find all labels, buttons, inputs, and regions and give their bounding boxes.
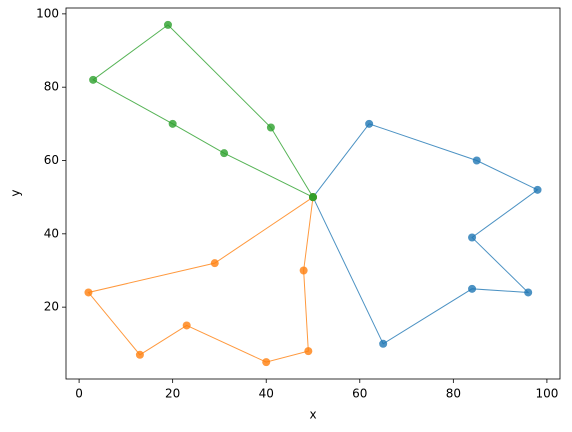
x-tick-label: 40 (259, 387, 274, 401)
point (266, 123, 275, 132)
point (472, 156, 481, 165)
point (210, 259, 219, 268)
point (379, 339, 388, 348)
point (468, 284, 477, 293)
point (84, 288, 93, 297)
point (299, 266, 308, 275)
y-tick-label: 80 (44, 80, 59, 94)
point (309, 193, 317, 202)
point (262, 358, 271, 367)
point (365, 119, 374, 128)
plot-frame (65, 7, 561, 380)
point (524, 288, 533, 297)
x-tick-label: 0 (75, 387, 83, 401)
point (89, 75, 98, 84)
point (220, 149, 229, 158)
x-tick-label: 100 (535, 387, 558, 401)
point (182, 321, 191, 330)
point (533, 185, 542, 194)
x-axis-label: x (309, 408, 316, 422)
point (468, 233, 477, 242)
y-tick-label: 20 (44, 300, 59, 314)
y-tick-label: 100 (36, 6, 59, 20)
point (304, 347, 313, 356)
series-line (92, 24, 314, 198)
series-line (87, 196, 314, 363)
y-axis-label: y (9, 189, 23, 196)
x-tick-label: 60 (352, 387, 367, 401)
x-tick-label: 80 (446, 387, 461, 401)
point (168, 119, 177, 128)
y-tick-label: 40 (44, 226, 59, 240)
y-tick-label: 60 (44, 153, 59, 167)
point (135, 350, 144, 359)
point (163, 20, 172, 29)
x-tick-label: 20 (165, 387, 180, 401)
series-line (312, 123, 539, 345)
